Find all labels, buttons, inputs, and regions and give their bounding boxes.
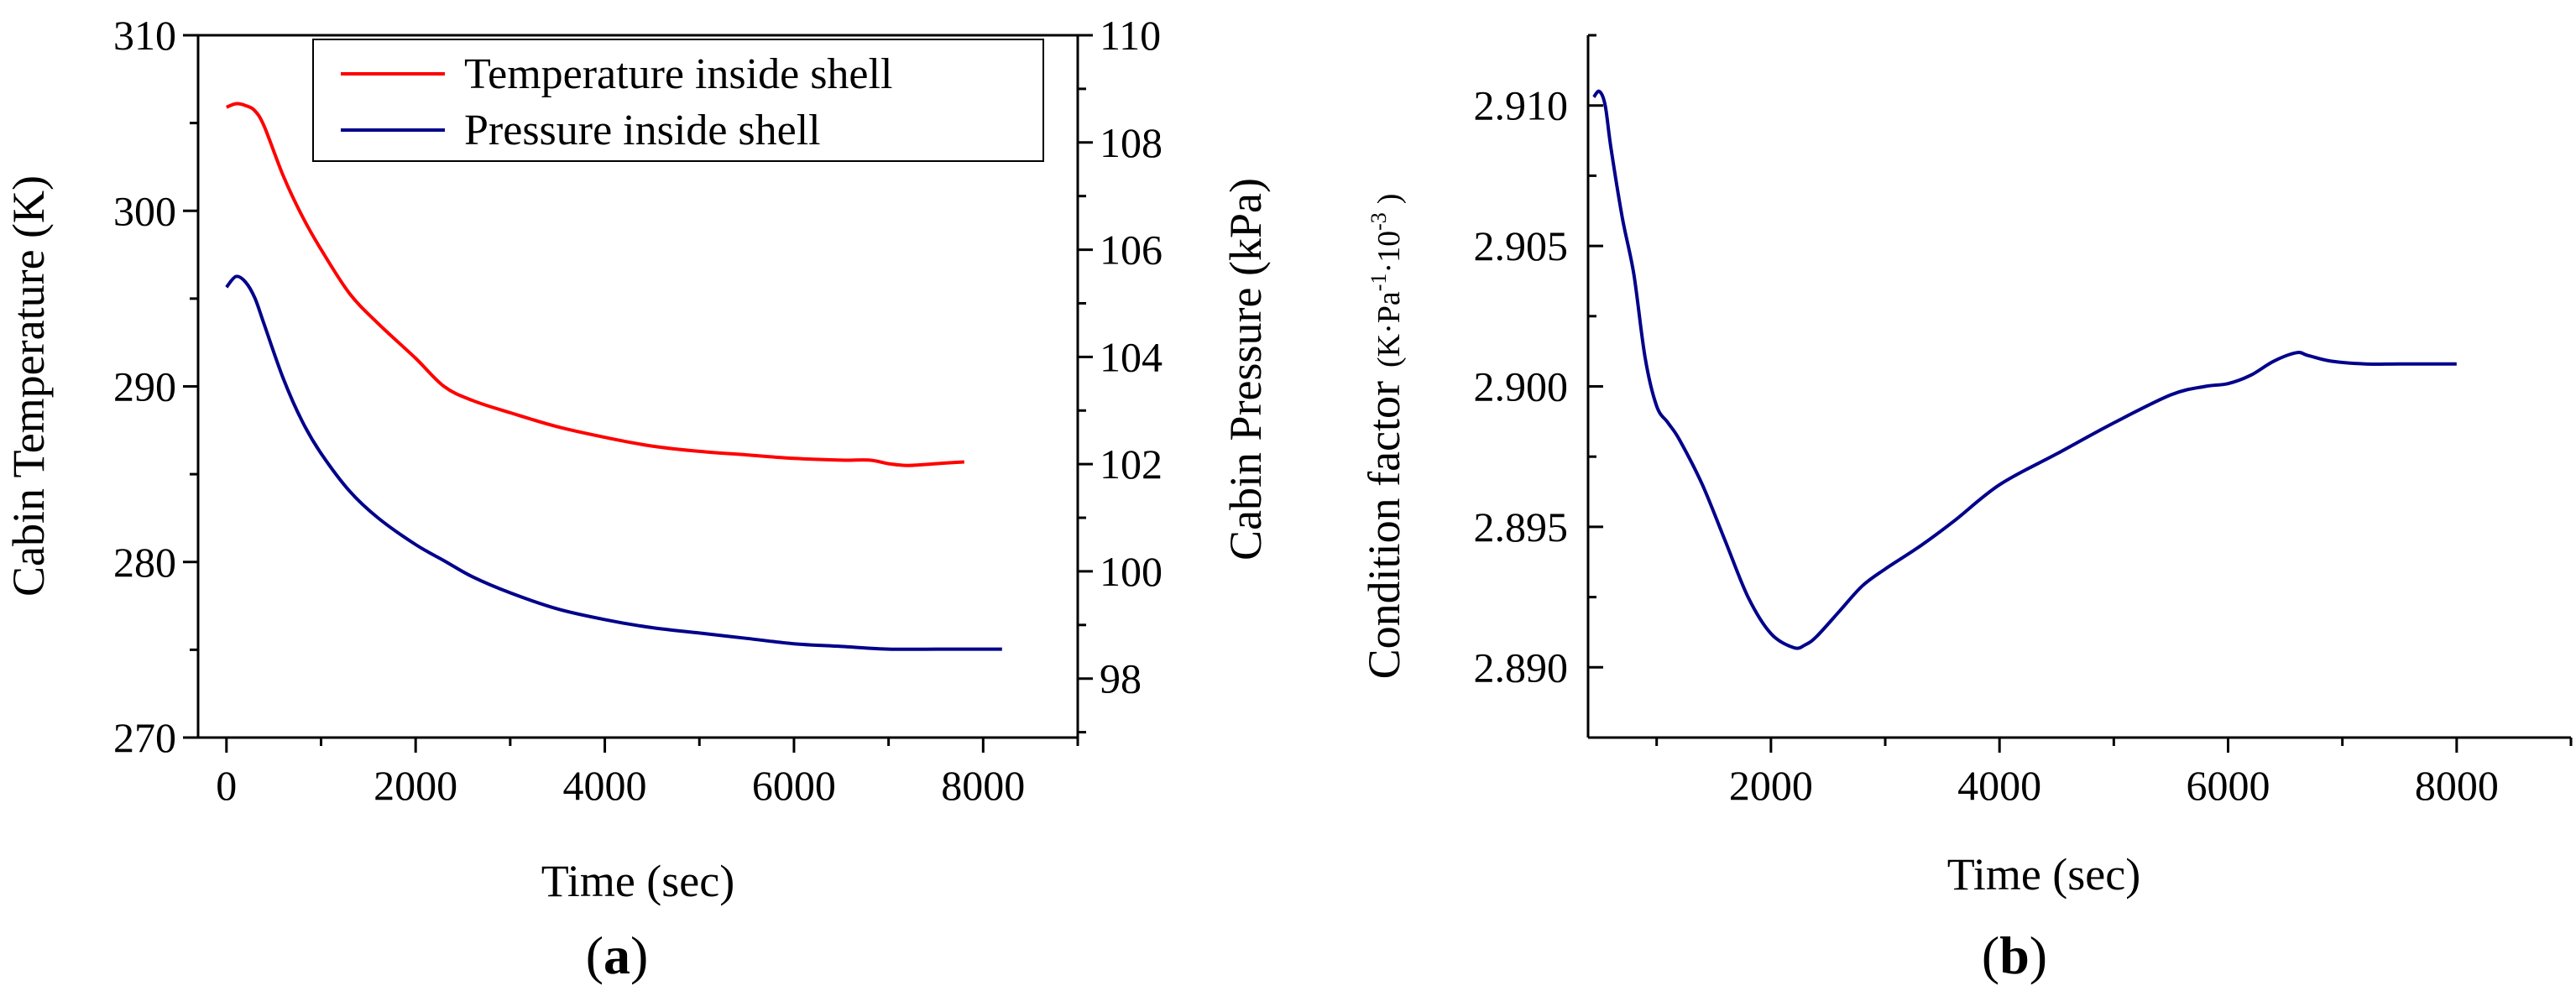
y-tick-label: 2.900 xyxy=(1474,363,1569,410)
y-right-tick-label: 98 xyxy=(1100,655,1142,702)
x-tick-label: 6000 xyxy=(752,762,836,809)
panel-b-y-axis-label: Condition factor (K·Pa-1·10-3) xyxy=(1359,194,1409,680)
pressure-line xyxy=(225,274,1002,651)
y-left-tick-label: 290 xyxy=(113,363,176,410)
panel-b-y-axis-units: (K·Pa xyxy=(1372,291,1407,368)
x-tick-label: 0 xyxy=(216,762,237,809)
panel-a-y-left-ticks: 270 280 290 300 310 xyxy=(113,12,198,761)
y-tick-label: 2.905 xyxy=(1474,222,1569,269)
panel-a-series xyxy=(225,102,1002,651)
panel-a-legend: Temperature inside shell Pressure inside… xyxy=(312,39,1044,162)
panel-b-y-axis-label-text: Condition factor xyxy=(1359,381,1409,679)
y-right-tick-label: 104 xyxy=(1100,333,1163,380)
panel-b-label: (b) xyxy=(1982,926,2047,985)
y-tick-label: 2.895 xyxy=(1474,503,1569,550)
y-right-tick-label: 102 xyxy=(1100,441,1163,488)
y-right-tick-label: 108 xyxy=(1100,119,1163,166)
x-tick-label: 8000 xyxy=(2415,762,2499,809)
x-tick-label: 4000 xyxy=(563,762,647,809)
panel-a-y-right-ticks: 98 100 102 104 106 108 110 xyxy=(1078,12,1163,734)
legend-pressure-label: Pressure inside shell xyxy=(464,107,821,154)
panel-a-legend-box xyxy=(312,39,1044,162)
panel-a-x-axis-label: Time (sec) xyxy=(541,856,734,906)
temperature-line xyxy=(226,102,964,467)
x-tick-label: 2000 xyxy=(1729,762,1813,809)
panel-b-series xyxy=(1592,89,2457,650)
panel-a-x-ticks: 0 2000 4000 6000 8000 xyxy=(216,738,1079,809)
y-left-tick-label: 310 xyxy=(113,12,176,59)
y-right-tick-label: 106 xyxy=(1100,227,1163,274)
panel-b-x-axis-label: Time (sec) xyxy=(1947,849,2140,900)
condition-factor-line xyxy=(1592,89,2457,650)
y-tick-label: 2.890 xyxy=(1474,644,1569,691)
y-tick-label: 2.910 xyxy=(1474,82,1569,129)
panel-a-y-left-axis-label: Cabin Temperature (K) xyxy=(3,175,54,597)
panel-b-y-ticks: 2.890 2.895 2.900 2.905 2.910 xyxy=(1474,34,1603,739)
panel-a: 0 2000 4000 6000 8000 270 280 290 300 310 98 100 1… xyxy=(3,12,1271,985)
y-right-tick-label: 100 xyxy=(1100,548,1163,595)
x-tick-label: 4000 xyxy=(1957,762,2041,809)
panel-b: 2000 4000 6000 8000 2.890 2.895 2.900 2.905 2.9… xyxy=(1359,34,2573,985)
x-tick-label: 6000 xyxy=(2187,762,2270,809)
y-left-tick-label: 280 xyxy=(113,539,176,586)
y-right-tick-label: 110 xyxy=(1100,12,1161,59)
x-tick-label: 2000 xyxy=(374,762,457,809)
y-left-tick-label: 270 xyxy=(113,714,176,761)
y-left-tick-label: 300 xyxy=(113,187,176,234)
panel-b-x-ticks: 2000 4000 6000 8000 xyxy=(1655,738,2573,809)
x-tick-label: 8000 xyxy=(941,762,1025,809)
panel-a-label: (a) xyxy=(586,926,649,985)
legend-temperature-label: Temperature inside shell xyxy=(464,50,892,98)
panel-a-y-right-axis-label: Cabin Pressure (kPa) xyxy=(1220,178,1271,561)
